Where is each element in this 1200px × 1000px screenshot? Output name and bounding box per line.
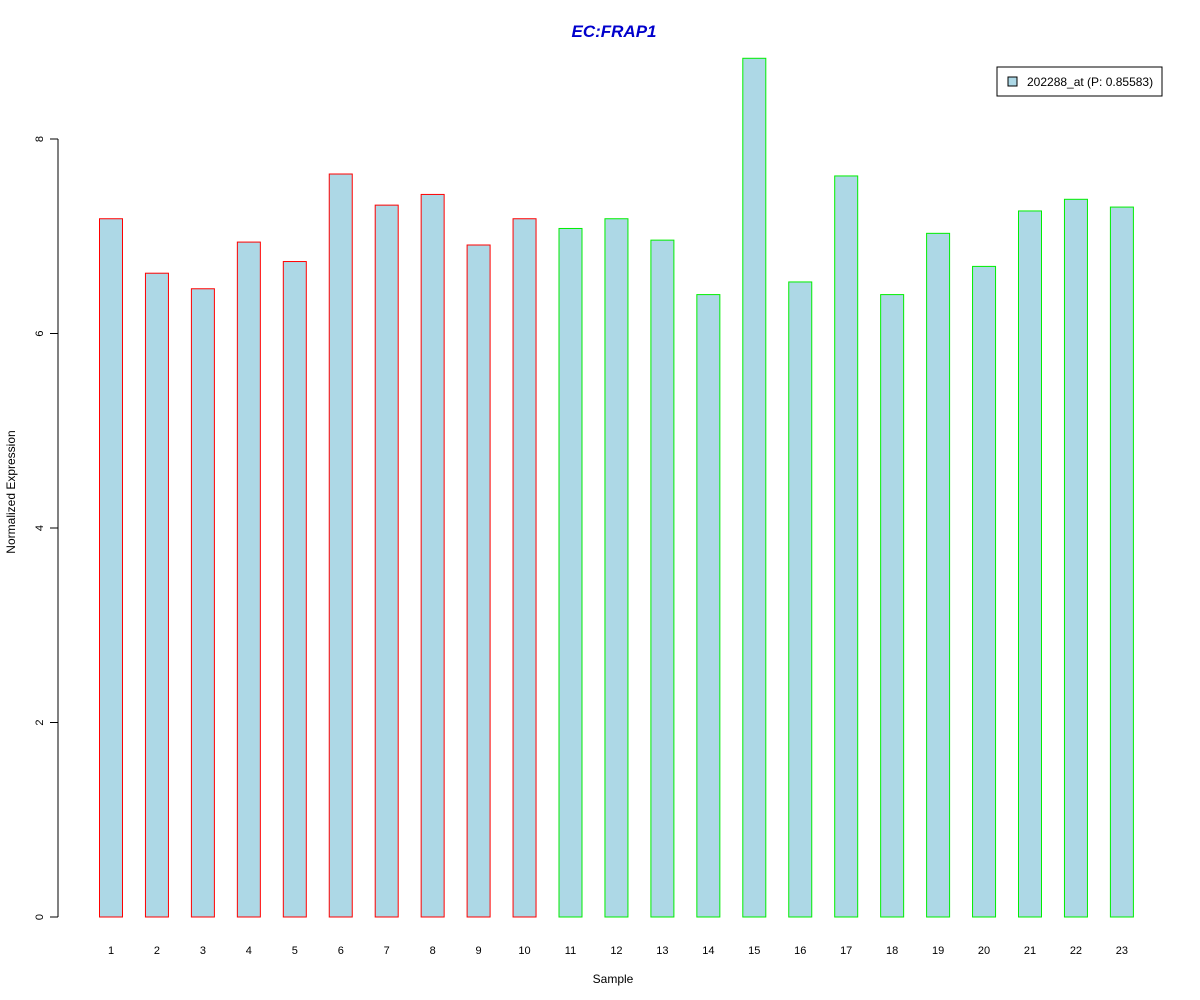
bar-sample-12 [604,218,629,918]
x-axis-label: Sample [593,972,634,986]
bar-sample-11 [558,227,583,918]
x-tick-label: 22 [1070,945,1082,957]
x-tick-label: 15 [748,945,760,957]
x-tick-label: 1 [108,945,114,957]
bar-sample-18 [880,294,905,918]
bar-sample-16 [788,281,813,918]
y-axis-label: Normalized Expression [4,430,18,553]
x-tick-label: 3 [200,945,206,957]
bars [99,57,1134,918]
x-tick-label: 9 [476,945,482,957]
x-tick-label: 16 [794,945,806,957]
x-tick-label: 21 [1024,945,1036,957]
y-tick-label: 0 [34,914,46,920]
bar-sample-17 [834,175,859,918]
bar-sample-21 [1018,210,1042,918]
bar-sample-4 [236,241,261,918]
x-tick-label: 19 [932,945,944,957]
legend-box [996,66,1163,97]
bar-sample-9 [466,244,491,918]
x-tick-label: 4 [246,945,252,957]
bar-sample-8 [420,193,445,918]
x-tick-label: 7 [384,945,390,957]
bar-sample-23 [1109,206,1134,918]
chart-title: EC:FRAP1 [571,22,656,41]
bar-sample-20 [972,265,997,918]
bar-sample-3 [190,288,215,918]
bar-sample-13 [650,239,675,918]
bar-sample-10 [512,218,537,918]
bar-sample-22 [1063,198,1088,918]
bar-sample-6 [328,173,353,918]
x-tick-label: 23 [1116,945,1128,957]
bar-sample-14 [696,294,721,918]
legend-swatch [1007,76,1018,87]
bar-sample-1 [99,218,123,918]
x-tick-label: 20 [978,945,990,957]
x-tick-label: 10 [518,945,530,957]
bar-sample-19 [926,232,951,918]
x-tick-label: 2 [154,945,160,957]
x-tick-label: 12 [610,945,622,957]
x-tick-label: 5 [292,945,298,957]
bar-sample-15 [742,57,767,918]
x-tick-label: 14 [702,945,714,957]
x-tick-label: 13 [656,945,668,957]
bar-sample-5 [282,261,307,918]
y-tick-label: 8 [34,136,46,142]
x-tick-label: 18 [886,945,898,957]
x-tick-label: 17 [840,945,852,957]
y-axis: 0 2 4 6 8 [34,136,59,920]
bar-sample-2 [144,272,169,918]
y-tick-label: 6 [34,330,46,336]
bar-sample-7 [374,204,399,918]
legend: 202288_at (P: 0.85583) [996,66,1163,97]
legend-entry: 202288_at (P: 0.85583) [1027,75,1153,89]
x-tick-label: 6 [338,945,344,957]
x-tick-label: 8 [430,945,436,957]
x-tick-label: 11 [565,945,576,957]
y-tick-label: 4 [34,525,46,531]
x-axis-tick-labels: 1 2 3 4 5 6 7 8 9 10 11 12 13 14 15 16 17 18 19 20 21 22 23 [108,945,1128,957]
y-tick-label: 2 [34,719,46,725]
